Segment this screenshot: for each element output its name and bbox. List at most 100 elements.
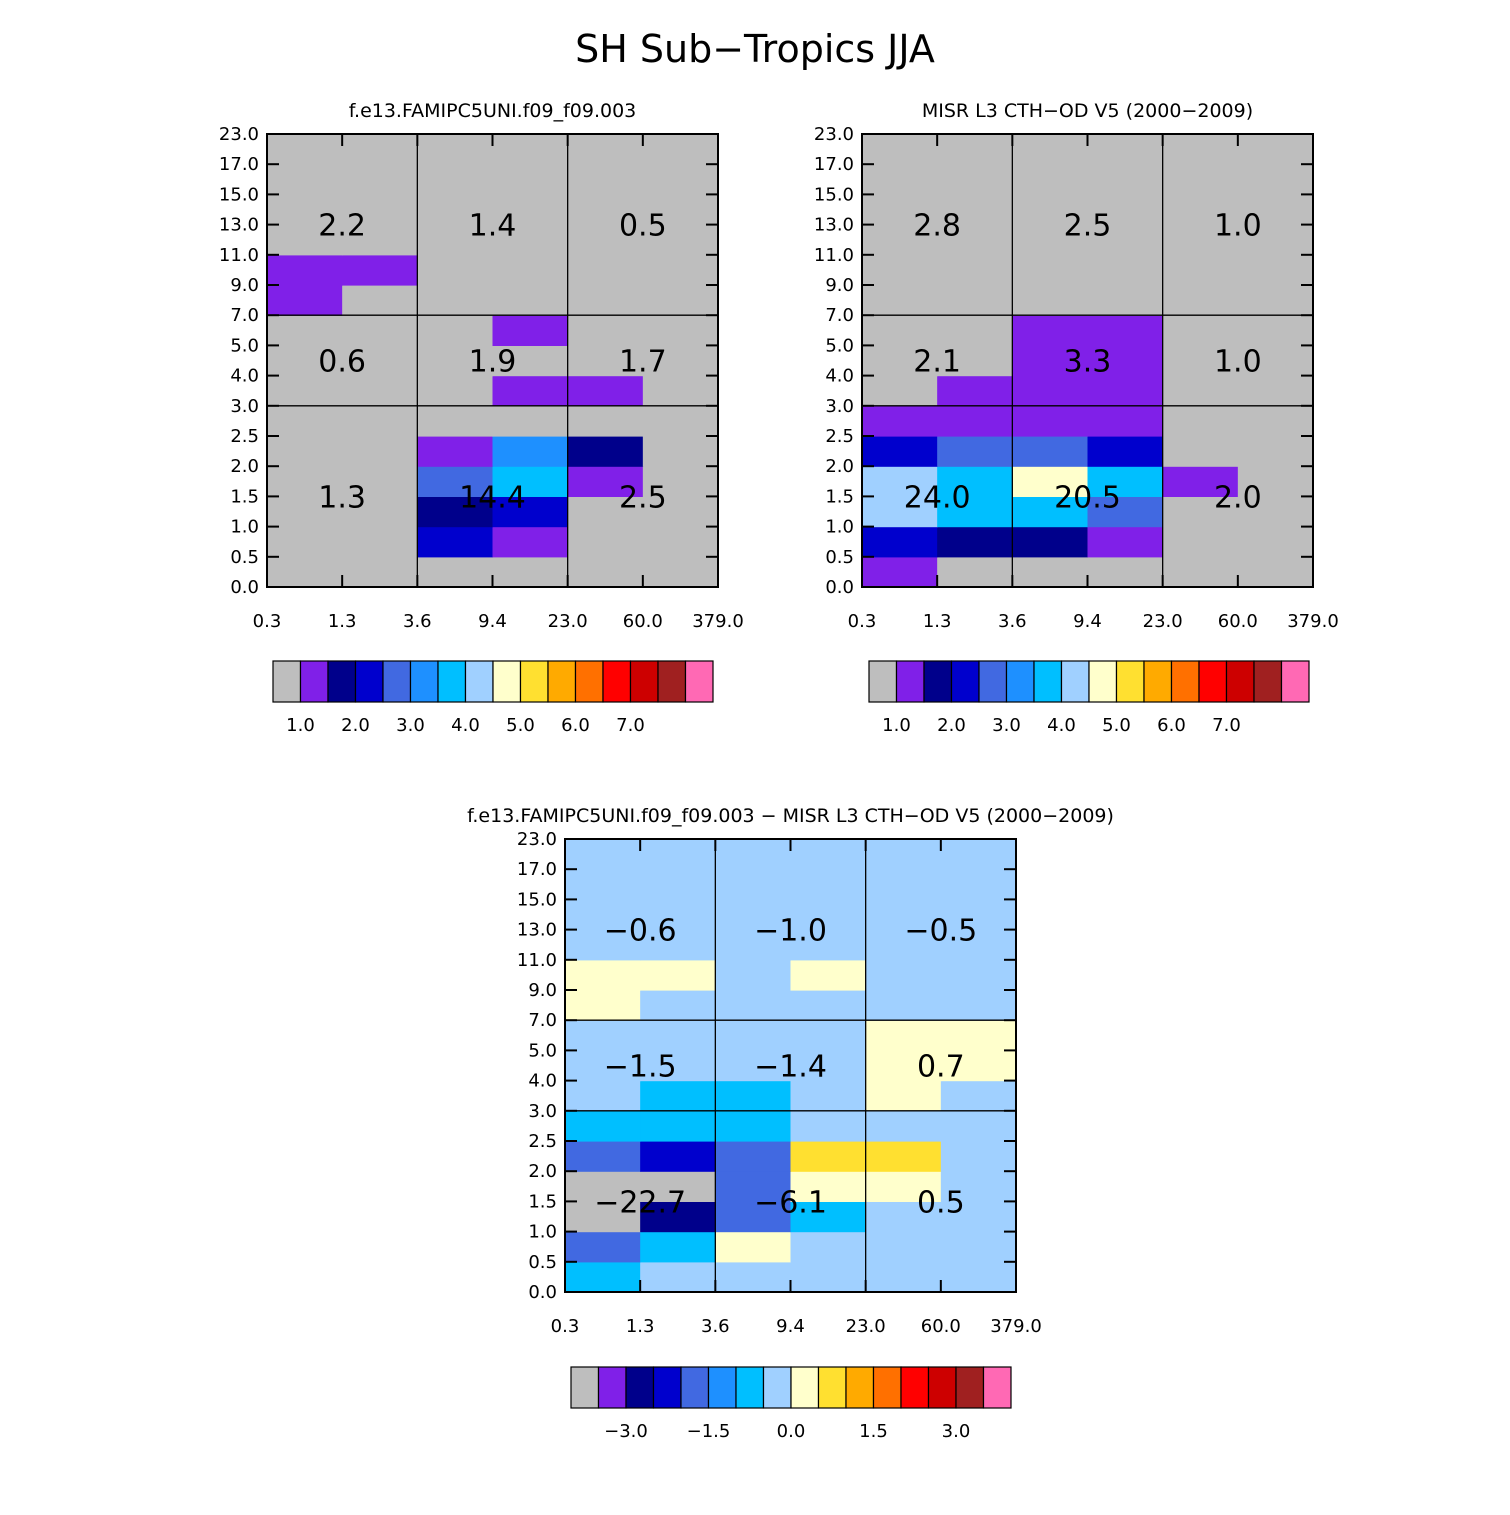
heatmap-cell [1237, 254, 1314, 286]
heatmap-cell [567, 194, 644, 226]
colorbar-swatch [1033, 660, 1063, 703]
heatmap-cell [865, 1231, 942, 1263]
heatmap-cell [417, 224, 494, 256]
x-tick-label: 1.3 [626, 1316, 655, 1337]
region-total-label: 1.7 [619, 345, 667, 380]
heatmap-cell [937, 405, 1013, 437]
y-tick-label: 23.0 [219, 124, 259, 145]
heatmap-cell [1237, 345, 1314, 377]
heatmap-cell [1237, 224, 1314, 256]
heatmap-cell [1237, 164, 1314, 195]
heatmap-cell [565, 959, 641, 991]
heatmap-cell [790, 839, 867, 870]
region-total-label: 1.4 [469, 209, 517, 244]
heatmap-cell [492, 285, 569, 316]
region-total-label: 24.0 [904, 480, 971, 515]
y-tick-label: 7.0 [825, 305, 854, 326]
x-axis: 0.3 1.3 3.6 9.4 23.0 60.0 379.0 [253, 134, 744, 632]
heatmap-cell [267, 285, 343, 316]
region-total-label: 1.0 [1214, 209, 1262, 244]
heatmap-cell [1012, 194, 1089, 226]
heatmap-cell [492, 194, 569, 226]
heatmap-cell [1162, 405, 1239, 437]
heatmap-cell [640, 1110, 716, 1142]
y-tick-label: 1.5 [825, 486, 854, 507]
panel-2: MISR L3 CTH−OD V5 (2000−2009) 0.3 1.3 3.6 9.… [814, 100, 1339, 736]
heatmap-cell [267, 194, 343, 226]
heatmap-cell [790, 1050, 867, 1082]
region-total-label: 2.0 [1214, 480, 1262, 515]
x-tick-label: 60.0 [623, 611, 663, 632]
heatmap-cell [1237, 405, 1314, 437]
heatmap-cell [1087, 134, 1164, 165]
heatmap-cell [715, 1110, 792, 1142]
heatmap-cell [492, 466, 569, 497]
heatmap-cell [1012, 315, 1089, 346]
heatmap-cell [940, 839, 1017, 870]
heatmap-cell [492, 496, 569, 528]
colorbar-swatch [625, 1366, 655, 1409]
colorbar-label: 3.0 [942, 1421, 971, 1442]
heatmap-cell [1162, 556, 1239, 588]
heatmap-cell [790, 1020, 867, 1051]
heatmap-cell [1012, 466, 1089, 497]
heatmap-cell [567, 405, 644, 437]
y-tick-label: 11.0 [814, 245, 854, 266]
y-tick-label: 13.0 [517, 920, 557, 941]
heatmap-cell [642, 285, 719, 316]
heatmap-cell [642, 405, 719, 437]
heatmap-cell [715, 869, 792, 900]
colorbar-swatch [1088, 660, 1118, 703]
colorbar-label: 2.0 [937, 715, 966, 736]
colorbar-label: 5.0 [1102, 715, 1131, 736]
colorbar-label: −1.5 [687, 1421, 731, 1442]
heatmap-cell [937, 466, 1013, 497]
heatmap-cell [940, 1050, 1017, 1082]
colorbar-swatch [547, 660, 577, 703]
heatmap-cell [1237, 194, 1314, 226]
heatmap-cell [1237, 496, 1314, 528]
heatmap-cell [865, 1201, 942, 1233]
x-tick-label: 23.0 [548, 611, 588, 632]
region-totals: 2.2 1.4 0.5 0.6 1.9 1.7 1.3 14.4 2.5 [318, 209, 666, 516]
heatmap-cell [1087, 466, 1164, 497]
heatmap-cell [790, 990, 867, 1021]
region-total-label: 0.5 [917, 1185, 965, 1220]
region-total-label: 1.3 [318, 480, 366, 515]
colorbar-swatch [1143, 660, 1173, 703]
colorbar-swatch [657, 660, 687, 703]
heatmap-cell [865, 959, 942, 991]
x-axis: 0.3 1.3 3.6 9.4 23.0 60.0 379.0 [848, 134, 1339, 632]
heatmap-cell [1162, 194, 1239, 226]
region-total-label: −22.7 [594, 1185, 686, 1220]
heatmap-cell [417, 254, 494, 286]
colorbar-swatch [895, 660, 925, 703]
heatmap-cell [492, 375, 569, 407]
region-total-label: 1.9 [469, 345, 517, 380]
colorbar: 1.0 2.0 3.0 4.0 5.0 6.0 7.0 [272, 660, 714, 736]
heatmap-cell [1162, 254, 1239, 286]
colorbar-swatch [872, 1366, 902, 1409]
y-tick-label: 5.0 [230, 335, 259, 356]
heatmap-cell [565, 1050, 641, 1082]
heatmap-cell [565, 899, 641, 931]
heatmap-cell [267, 164, 343, 195]
heatmap-cell [342, 254, 418, 286]
y-tick-label: 2.5 [230, 426, 259, 447]
heatmap-cell [640, 869, 716, 900]
colorbar-swatch [978, 660, 1008, 703]
heatmap-cell [1162, 375, 1239, 407]
heatmap-cell [1012, 436, 1089, 467]
colorbar-label: 6.0 [1157, 715, 1186, 736]
heatmap-cell [417, 405, 494, 437]
y-tick-label: 5.0 [528, 1040, 557, 1061]
y-tick-label: 1.0 [825, 517, 854, 538]
y-tick-label: 15.0 [517, 889, 557, 910]
x-tick-label: 1.3 [923, 611, 952, 632]
heatmap-cell [862, 194, 938, 226]
heatmap-cell [937, 436, 1013, 467]
heatmap-cell [937, 134, 1013, 165]
x-tick-label: 0.3 [848, 611, 877, 632]
heatmap-cell [1162, 466, 1239, 497]
